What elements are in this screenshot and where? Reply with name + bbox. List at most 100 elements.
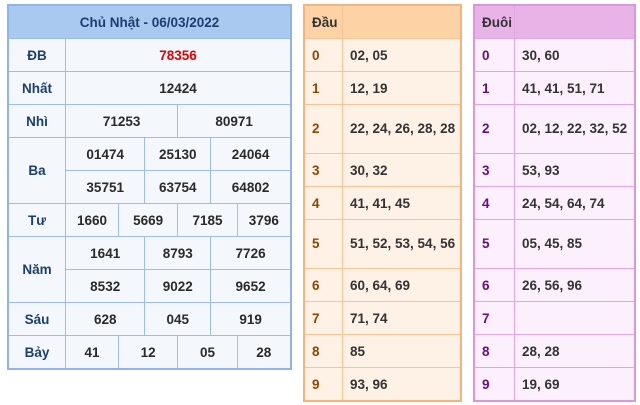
results-title: Chủ Nhật - 06/03/2022 (7, 4, 292, 39)
duoi-digit: 5 (473, 219, 515, 269)
duoi-numbers: 53, 93 (514, 153, 636, 187)
dau-numbers: 93, 96 (342, 367, 462, 402)
duoi-numbers (514, 301, 636, 335)
duoi-numbers: 28, 28 (514, 334, 636, 368)
prize-label: Sáu (7, 302, 66, 336)
dau-numbers: 60, 64, 69 (342, 268, 462, 302)
duoi-digit: 0 (473, 38, 515, 72)
duoi-numbers: 26, 56, 96 (514, 268, 636, 302)
prize-value: 35751 (64, 170, 146, 204)
duoi-numbers: 02, 12, 22, 32, 52 (514, 104, 636, 154)
prize-value: 28 (236, 335, 292, 370)
dau-row: 9 93, 96 (303, 367, 462, 402)
duoi-numbers: 19, 69 (514, 367, 636, 402)
prize-label: Nhì (7, 104, 66, 138)
duoi-row: 3 53, 93 (473, 153, 636, 187)
dau-numbers: 30, 32 (342, 153, 462, 187)
special-prize: 78356 (65, 38, 292, 72)
duoi-digit: 1 (473, 71, 515, 105)
dau-row: 8 85 (303, 334, 462, 368)
duoi-row: 6 26, 56, 96 (473, 268, 636, 302)
dau-table: Đầu 0 02, 05 1 12, 19 2 22, 24, 26, 28, 28 3 30,… (303, 4, 462, 402)
duoi-row: 1 41, 41, 51, 71 (473, 71, 636, 105)
dau-digit: 2 (303, 104, 343, 154)
prize-value: 7185 (177, 203, 238, 237)
prize-value: 64802 (210, 170, 292, 204)
dau-numbers: 85 (342, 334, 462, 368)
prize-value: 5669 (117, 203, 179, 237)
prize-label: Bảy (7, 335, 66, 370)
dau-row: 7 71, 74 (303, 301, 462, 335)
prize-label: Nhất (7, 71, 66, 105)
dau-numbers: 22, 24, 26, 28, 28 (342, 104, 462, 154)
dau-row: 4 41, 41, 45 (303, 186, 462, 220)
prize-value: 9022 (144, 269, 212, 303)
dau-row: 3 30, 32 (303, 153, 462, 187)
dau-row: 0 02, 05 (303, 38, 462, 72)
duoi-digit: 9 (473, 367, 515, 402)
prize-value: 80971 (177, 104, 292, 138)
prize-value: 919 (210, 302, 292, 336)
prize-value: 628 (64, 302, 146, 336)
dau-numbers: 51, 52, 53, 54, 56 (342, 219, 462, 269)
prize-value: 25130 (144, 137, 212, 171)
duoi-digit: 7 (473, 301, 515, 335)
dau-row: 2 22, 24, 26, 28, 28 (303, 104, 462, 154)
results-table: Chủ Nhật - 06/03/2022 ĐB 78356 Nhất 12424 … (7, 4, 292, 370)
prize-value: 24064 (210, 137, 292, 171)
duoi-header: Đuôi (473, 4, 515, 39)
duoi-row: 5 05, 45, 85 (473, 219, 636, 269)
dau-row: 1 12, 19 (303, 71, 462, 105)
dau-digit: 1 (303, 71, 343, 105)
duoi-digit: 2 (473, 104, 515, 154)
prize-value: 3796 (236, 203, 292, 237)
prize-value: 7726 (210, 236, 292, 270)
dau-digit: 4 (303, 186, 343, 220)
prize-label: Năm (7, 236, 66, 303)
prize-value: 8793 (144, 236, 212, 270)
dau-digit: 5 (303, 219, 343, 269)
dau-digit: 8 (303, 334, 343, 368)
dau-digit: 0 (303, 38, 343, 72)
dau-row: 6 60, 64, 69 (303, 268, 462, 302)
duoi-numbers: 24, 54, 64, 74 (514, 186, 636, 220)
duoi-row: 0 30, 60 (473, 38, 636, 72)
dau-numbers: 12, 19 (342, 71, 462, 105)
prize-value: 9652 (210, 269, 292, 303)
duoi-digit: 8 (473, 334, 515, 368)
duoi-numbers: 30, 60 (514, 38, 636, 72)
prize-label: Tư (7, 203, 66, 237)
prize-value: 41 (65, 335, 119, 370)
prize-value: 12424 (65, 71, 292, 105)
dau-digit: 6 (303, 268, 343, 302)
dau-digit: 7 (303, 301, 343, 335)
duoi-digit: 4 (473, 186, 515, 220)
prize-value: 05 (177, 335, 238, 370)
dau-digit: 3 (303, 153, 343, 187)
prize-value: 045 (144, 302, 212, 336)
duoi-row: 7 (473, 301, 636, 335)
prize-value: 63754 (144, 170, 212, 204)
duoi-row: 2 02, 12, 22, 32, 52 (473, 104, 636, 154)
dau-row: 5 51, 52, 53, 54, 56 (303, 219, 462, 269)
dau-digit: 9 (303, 367, 343, 402)
duoi-digit: 3 (473, 153, 515, 187)
prize-value: 1641 (64, 236, 146, 270)
prize-value: 01474 (64, 137, 146, 171)
prize-label: ĐB (7, 38, 66, 72)
dau-numbers: 71, 74 (342, 301, 462, 335)
dau-header: Đầu (303, 4, 343, 39)
duoi-digit: 6 (473, 268, 515, 302)
duoi-row: 9 19, 69 (473, 367, 636, 402)
dau-header-blank (342, 4, 462, 39)
prize-value: 71253 (64, 104, 179, 138)
dau-numbers: 41, 41, 45 (342, 186, 462, 220)
duoi-numbers: 41, 41, 51, 71 (514, 71, 636, 105)
duoi-table: Đuôi 0 30, 60 1 41, 41, 51, 71 2 02, 12, 22, 3… (473, 4, 636, 402)
duoi-numbers: 05, 45, 85 (514, 219, 636, 269)
duoi-row: 4 24, 54, 64, 74 (473, 186, 636, 220)
prize-label: Ba (7, 137, 66, 204)
prize-value: 8532 (64, 269, 146, 303)
prize-value: 12 (117, 335, 179, 370)
duoi-header-blank (514, 4, 636, 39)
